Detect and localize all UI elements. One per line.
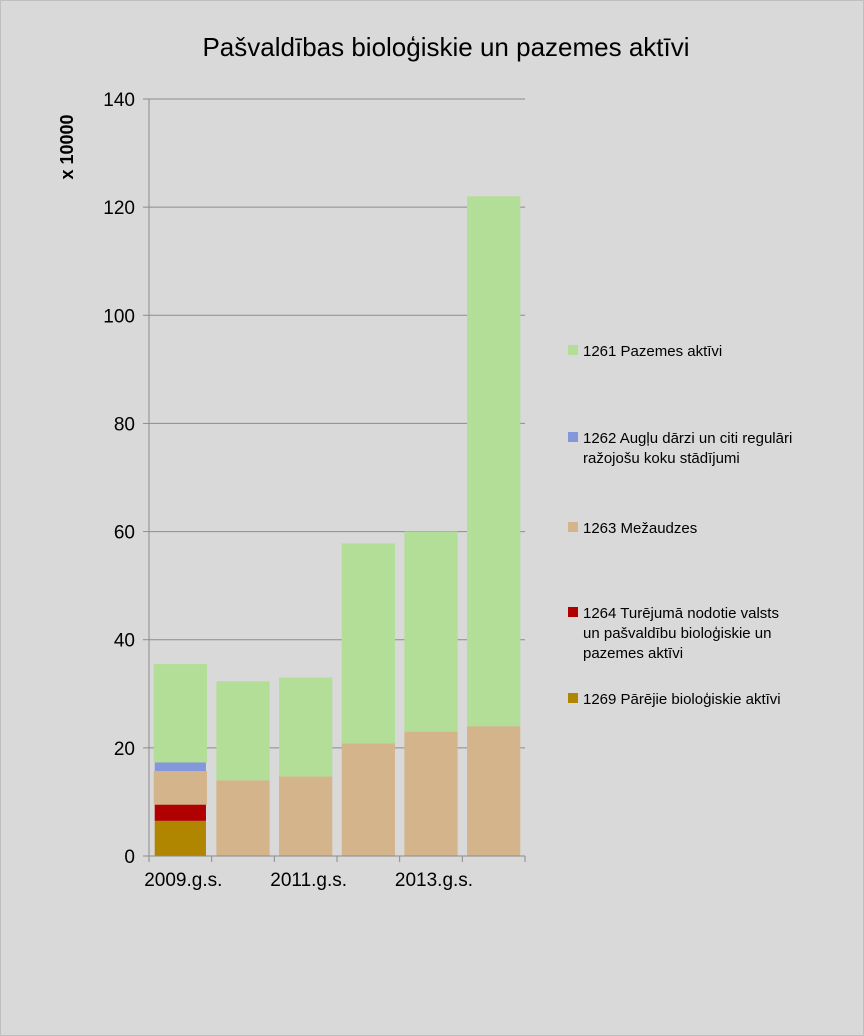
bar-segment	[154, 820, 206, 856]
y-tick-label: 20	[114, 739, 135, 760]
axes: 0 20 40 60 80 100 120 140 2009.g.s. 2011.g.s. 2013…	[103, 90, 526, 891]
gridlines	[149, 98, 525, 749]
legend-label: ražojošu koku stādījumi	[583, 450, 740, 467]
y-tick-label: 120	[103, 198, 135, 219]
legend-swatch	[568, 345, 578, 355]
x-tick-label: 2013.g.s.	[395, 870, 473, 891]
y-tick-label: 0	[124, 847, 135, 868]
legend-label: 1264 Turējumā nodotie valsts	[583, 605, 779, 622]
legend-label: 1263 Mežaudzes	[583, 520, 697, 537]
bar-segment	[341, 543, 395, 744]
legend-label: un pašvaldību bioloģiskie un	[583, 625, 771, 642]
x-tick-label: 2009.g.s.	[144, 870, 222, 891]
y-axis-label: x 10000	[57, 114, 77, 179]
bar-segment	[153, 771, 207, 805]
legend-label: 1262 Augļu dārzi un citi regulāri	[583, 430, 792, 447]
bar-segment	[404, 731, 458, 856]
bar-segment	[279, 677, 333, 777]
bar-segment	[216, 780, 270, 856]
legend-label: 1269 Pārējie bioloģiskie aktīvi	[583, 691, 781, 708]
bars	[153, 196, 521, 856]
bar-segment	[154, 762, 206, 772]
bar-segment	[279, 776, 333, 856]
legend-swatch	[568, 607, 578, 617]
legend: 1261 Pazemes aktīvi 1262 Augļu dārzi un c…	[568, 343, 792, 708]
y-tick-label: 140	[103, 90, 135, 111]
bar-segment	[467, 196, 521, 727]
legend-label: pazemes aktīvi	[583, 645, 683, 662]
legend-swatch	[568, 693, 578, 703]
legend-swatch	[568, 522, 578, 532]
bar-segment	[154, 804, 206, 821]
bar-segment	[216, 681, 270, 781]
y-tick-label: 60	[114, 523, 135, 544]
y-tick-label: 40	[114, 631, 135, 652]
x-tick-label: 2011.g.s.	[270, 870, 347, 891]
y-tick-label: 80	[114, 414, 135, 435]
y-tick-label: 100	[103, 306, 135, 327]
bar-segment	[341, 743, 395, 856]
bar-segment	[467, 726, 521, 856]
legend-label: 1261 Pazemes aktīvi	[583, 343, 722, 360]
bar-segment	[153, 664, 207, 763]
bar-segment	[404, 531, 458, 732]
chart-title: Pašvaldības bioloģiskie un pazemes aktīv…	[202, 32, 689, 62]
legend-swatch	[568, 432, 578, 442]
